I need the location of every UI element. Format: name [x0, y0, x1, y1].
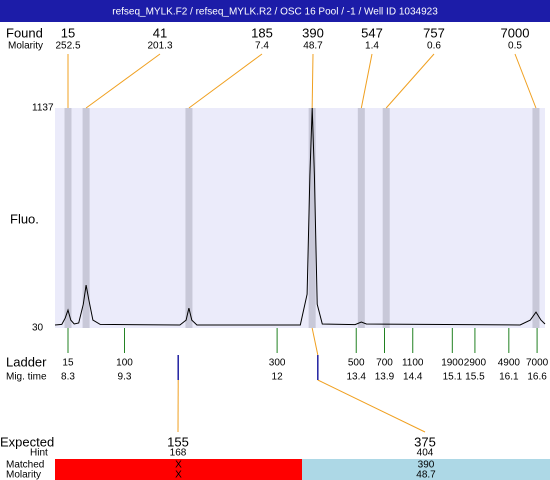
peak-link: [360, 53, 373, 109]
matched-bar: [55, 459, 302, 480]
hint-value: 168: [170, 448, 187, 459]
found-size: 757: [423, 25, 445, 40]
found-molarity: 0.6: [427, 41, 441, 52]
plot-area: [55, 108, 545, 328]
peak-band: [64, 108, 72, 328]
ladder-time: 16.6: [527, 372, 547, 383]
expected-size: 155: [167, 434, 189, 449]
title: refseq_MYLK.F2 / refseq_MYLK.R2 / OSC 16…: [112, 7, 438, 18]
ladder-time: 14.4: [403, 372, 423, 383]
y-tick-label: 1137: [32, 103, 54, 114]
ladder-time: 8.3: [61, 372, 75, 383]
ladder-size: 1900: [441, 358, 464, 369]
ladder-time: 15.1: [443, 372, 463, 383]
match-link: [311, 327, 319, 356]
found-molarity: 1.4: [365, 41, 379, 52]
found-size: 7000: [501, 25, 530, 40]
found-size: 41: [153, 25, 167, 40]
found-size: 547: [361, 25, 383, 40]
found-molarity: 0.5: [508, 41, 522, 52]
title-bar: [0, 0, 550, 22]
found-size: 390: [302, 25, 324, 40]
ladder-time: 16.1: [499, 372, 519, 383]
matched-molarity: X: [175, 470, 182, 480]
ladder-time: 9.3: [118, 372, 132, 383]
expected-label: Expected: [0, 434, 54, 449]
matched-molarity-label: Molarity: [6, 470, 41, 480]
found-molarity: 201.3: [147, 41, 172, 52]
found-molarity: 7.4: [255, 41, 269, 52]
matched-molarity: 48.7: [416, 470, 436, 480]
mig-time-label: Mig. time: [6, 372, 47, 383]
peak-link: [85, 53, 161, 109]
found-size: 185: [251, 25, 273, 40]
peak-band: [82, 108, 90, 328]
ladder-size: 300: [269, 358, 286, 369]
matched-value: 390: [418, 460, 435, 471]
hint-value: 404: [417, 448, 434, 459]
y-tick-label: 30: [32, 323, 44, 334]
peak-band: [357, 108, 365, 328]
ladder-size: 500: [348, 358, 365, 369]
ladder-size: 4900: [498, 358, 521, 369]
found-size: 15: [61, 25, 75, 40]
found-molarity: 252.5: [55, 41, 80, 52]
ladder-label: Ladder: [6, 354, 47, 369]
matched-value: X: [175, 460, 182, 471]
ladder-time: 13.9: [375, 372, 395, 383]
expected-link: [317, 379, 426, 433]
peak-link: [514, 53, 537, 109]
peak-link: [311, 53, 314, 109]
hint-label: Hint: [30, 448, 48, 459]
peak-link: [188, 53, 263, 109]
y-label: Fluo.: [10, 211, 39, 226]
ladder-time: 15.5: [465, 372, 485, 383]
peak-link: [385, 53, 435, 109]
peak-band: [532, 108, 540, 328]
ladder-time: 13.4: [346, 372, 366, 383]
ladder-size: 7000: [526, 358, 549, 369]
trace: [54, 107, 546, 326]
peak-band: [382, 108, 390, 328]
ladder-size: 15: [62, 358, 74, 369]
found-label: Found: [6, 25, 43, 40]
molarity-label: Molarity: [8, 41, 43, 52]
ladder-time: 12: [272, 372, 284, 383]
ladder-size: 1100: [402, 358, 424, 369]
peak-band: [308, 108, 316, 328]
matched-bar: [302, 459, 550, 480]
matched-label: Matched: [6, 460, 44, 471]
peak-band: [185, 108, 193, 328]
ladder-size: 700: [376, 358, 393, 369]
ladder-size: 2900: [464, 358, 487, 369]
expected-size: 375: [414, 434, 436, 449]
ladder-size: 100: [116, 358, 133, 369]
found-molarity: 48.7: [303, 41, 323, 52]
